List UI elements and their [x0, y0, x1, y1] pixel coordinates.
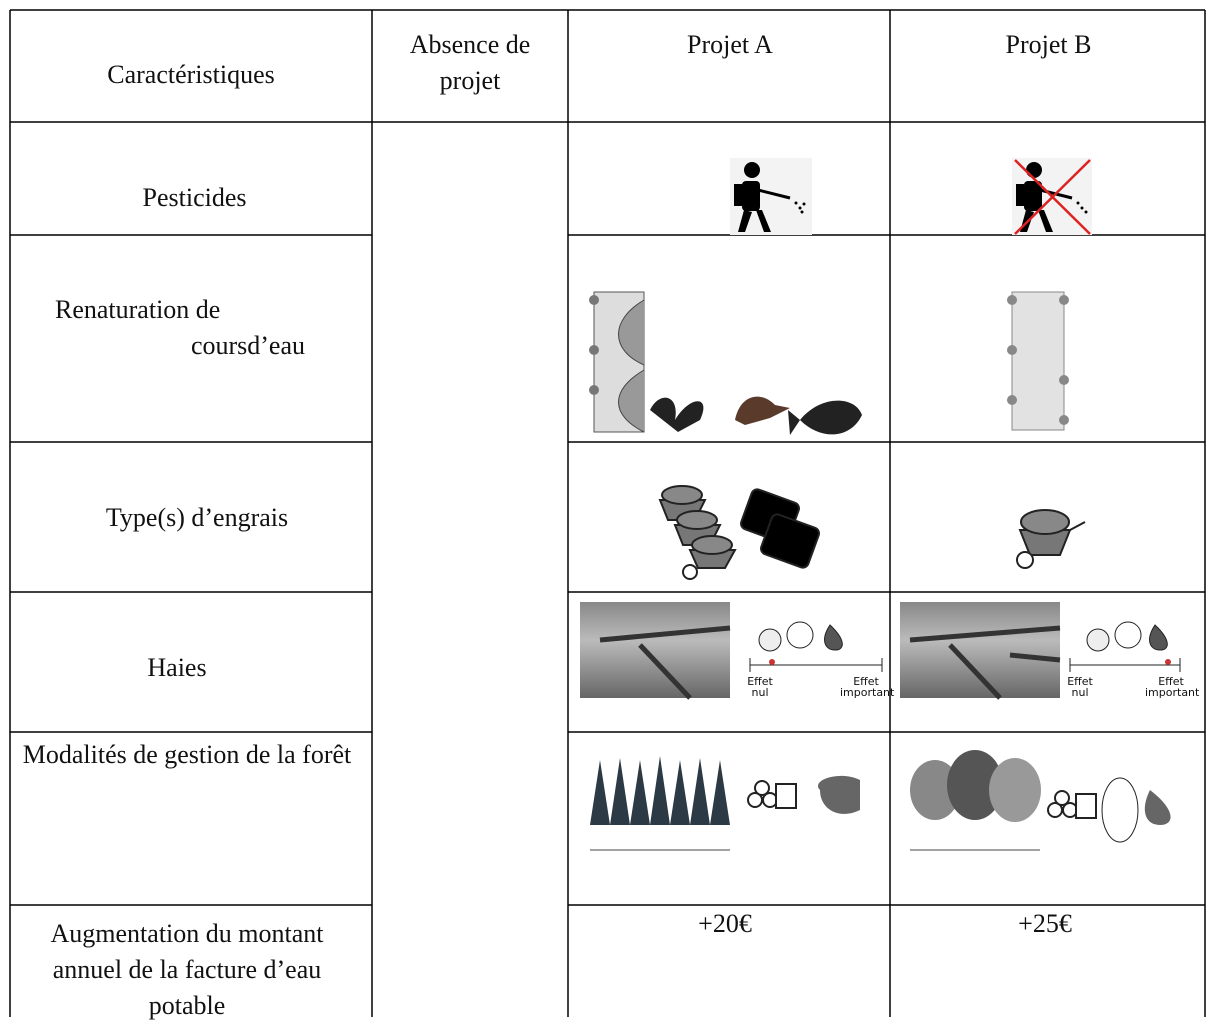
scale-low: Effet nul [747, 675, 773, 699]
row-label: Pesticides [142, 183, 247, 212]
scale-high: Effet important [1145, 675, 1200, 699]
pesticide-icon [730, 158, 812, 235]
scale-low: Effet nul [1067, 675, 1093, 699]
row-label: Augmentation du montant annuel de la fac… [50, 919, 324, 1020]
scale-high: Effet important [840, 675, 895, 699]
header-cell: Projet A [687, 30, 773, 59]
hedge-photos [580, 602, 1061, 700]
cost-b: +25€ [1018, 909, 1072, 938]
header-cell: Projet B [1005, 30, 1092, 59]
forest-mixed-icon [910, 750, 1171, 851]
effect-scales [749, 621, 1181, 672]
row-label: Haies [147, 653, 207, 682]
river-renatured-icon [589, 291, 862, 435]
cost-a: +20€ [698, 909, 752, 938]
fertilizer-organic-icon [1016, 509, 1086, 569]
grid [9, 9, 1206, 1017]
row-label: Type(s) d’engrais [105, 503, 289, 532]
row-label: Renaturation de coursd’eau [55, 295, 305, 360]
row-label: Modalités de gestion de la forêt [22, 740, 352, 769]
pesticide-crossed-icon [1012, 158, 1092, 235]
fertilizer-mixed-icon [658, 485, 820, 580]
forest-monoculture-icon [590, 756, 860, 851]
header-cell: Caractéristiques [107, 60, 275, 89]
header-cell: Absence de projet [409, 30, 531, 95]
river-channel-icon [1007, 291, 1069, 431]
